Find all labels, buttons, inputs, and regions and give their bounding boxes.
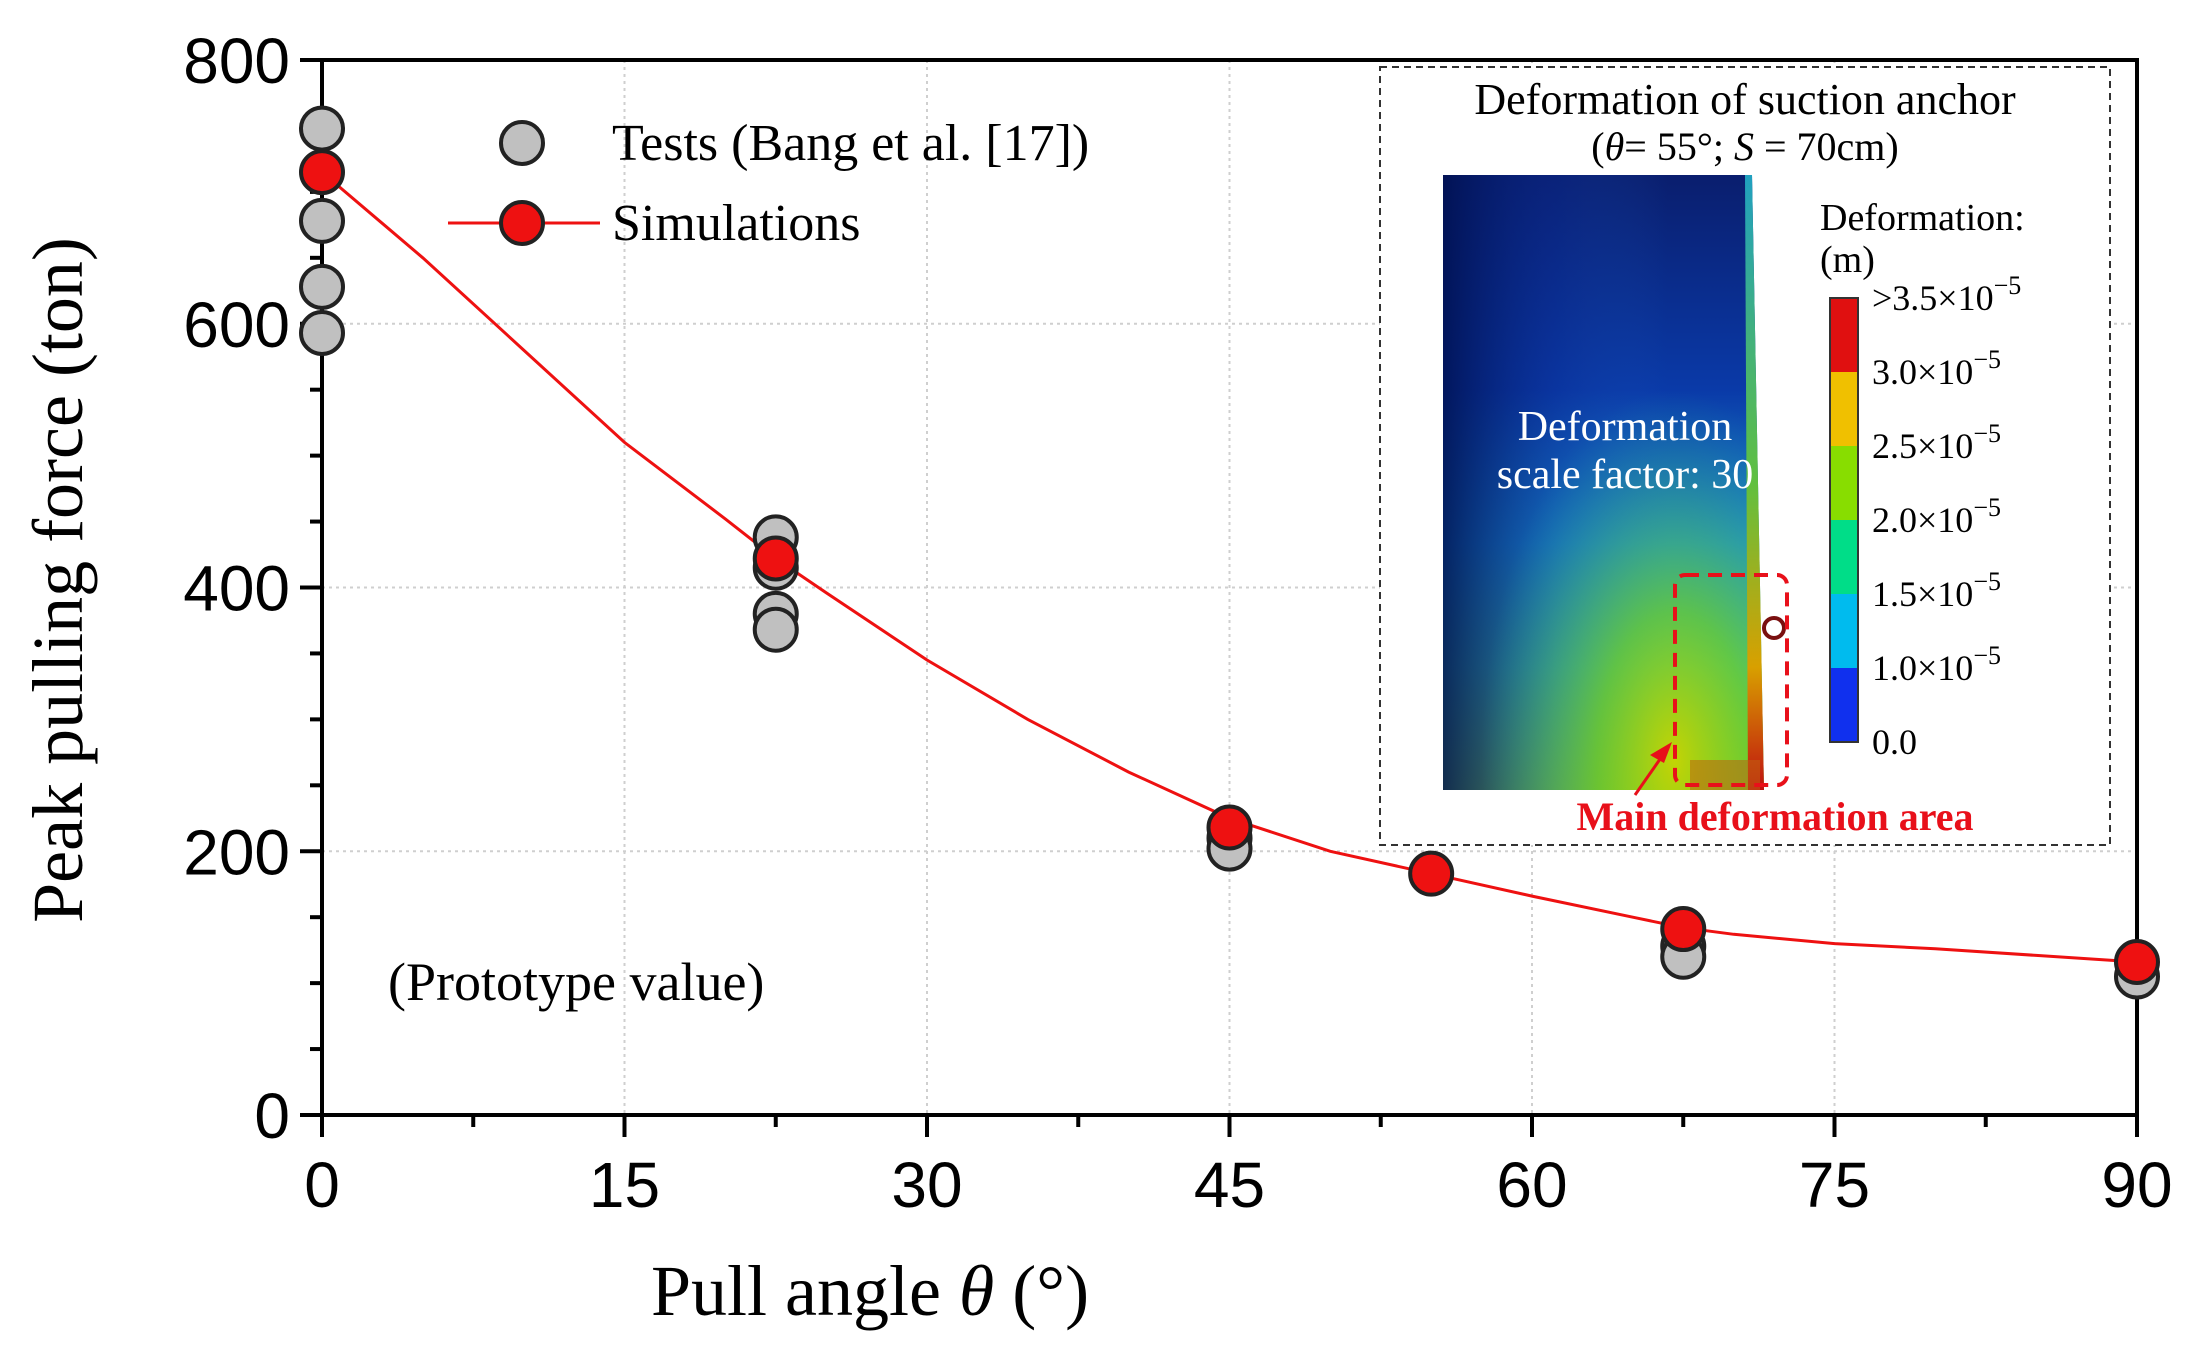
colorbar-segment [1830, 594, 1858, 668]
deformation-inset: Deformation of suction anchor (θ= 55°; S… [1379, 66, 2111, 846]
colorbar-segment [1830, 446, 1858, 520]
y-tick-label: 200 [183, 816, 290, 888]
colorbar-label: 2.5×10−5 [1872, 419, 2001, 466]
legend-sim-marker [499, 200, 545, 246]
colorbar-label: 0.0 [1872, 722, 1917, 762]
x-axis-title: Pull angle θ (°) [651, 1251, 1089, 1331]
colorbar-outline [1829, 297, 1859, 743]
colorbar-label: 1.5×10−5 [1872, 567, 2001, 614]
colorbar-title-line2: (m) [1820, 239, 1875, 281]
test-point [752, 606, 799, 653]
simulation-point [1408, 850, 1455, 897]
y-axis-title: Peak pulling force (ton) [18, 237, 98, 923]
colorbar-segment [1830, 298, 1858, 372]
x-tick-label: 45 [1194, 1149, 1265, 1221]
x-tick-label: 90 [2101, 1149, 2172, 1221]
inset-title: Deformation of suction anchor [1474, 75, 2016, 124]
y-tick-label: 800 [183, 25, 290, 97]
inset-subtitle: (θ= 55°; S = 70cm) [1591, 124, 1898, 169]
colorbar-segment [1830, 668, 1858, 742]
scale-factor-line2: scale factor: 30 [1497, 452, 1754, 498]
x-tick-label: 0 [304, 1149, 340, 1221]
colorbar-label: 3.0×10−5 [1872, 345, 2001, 392]
colorbar: >3.5×10−5 3.0×10−5 2.5×10−5 2.0×10−5 1.5×10−… [1829, 271, 2021, 762]
colorbar-label: 1.0×10−5 [1872, 641, 2001, 688]
simulation-point [299, 149, 345, 196]
colorbar-segment [1830, 372, 1858, 446]
anchor-contour-image [1443, 175, 1786, 790]
simulation-point [1206, 804, 1253, 851]
legend-tests-marker [499, 120, 545, 166]
main-deformation-box [1673, 573, 1789, 787]
y-tick-label: 400 [183, 553, 290, 625]
legend-tests-label: Tests (Bang et al. [17]) [612, 115, 1089, 172]
colorbar-label: >3.5×10−5 [1872, 271, 2021, 318]
test-point [299, 105, 345, 152]
simulation-point [752, 535, 799, 582]
colorbar-label: 2.0×10−5 [1872, 493, 2001, 540]
simulation-point [2114, 939, 2160, 986]
x-tick-label: 15 [589, 1149, 660, 1221]
legend: Tests (Bang et al. [17]) Simulations [448, 115, 1089, 252]
legend-sim-label: Simulations [612, 195, 860, 252]
main-deformation-arrow-head [1650, 742, 1672, 763]
y-tick-label: 0 [254, 1080, 290, 1152]
x-tick-label: 75 [1799, 1149, 1870, 1221]
prototype-value-annotation: (Prototype value) [388, 952, 764, 1012]
scale-factor-line1: Deformation [1518, 404, 1733, 450]
y-axis: 0 200 400 600 800 [183, 25, 322, 1152]
x-tick-label: 60 [1496, 1149, 1567, 1221]
pin-marker [1762, 616, 1786, 640]
simulation-point [1660, 906, 1707, 953]
y-tick-label: 600 [183, 289, 290, 361]
main-deformation-label: Main deformation area [1577, 794, 1974, 839]
test-point [299, 197, 345, 244]
test-point [299, 263, 345, 310]
test-point [299, 309, 345, 356]
colorbar-segment [1830, 520, 1858, 594]
colorbar-title-line1: Deformation: [1820, 197, 2025, 239]
x-tick-label: 30 [891, 1149, 962, 1221]
simulation-points [299, 149, 2160, 986]
x-axis: 0 15 30 45 60 75 90 [304, 1115, 2173, 1221]
